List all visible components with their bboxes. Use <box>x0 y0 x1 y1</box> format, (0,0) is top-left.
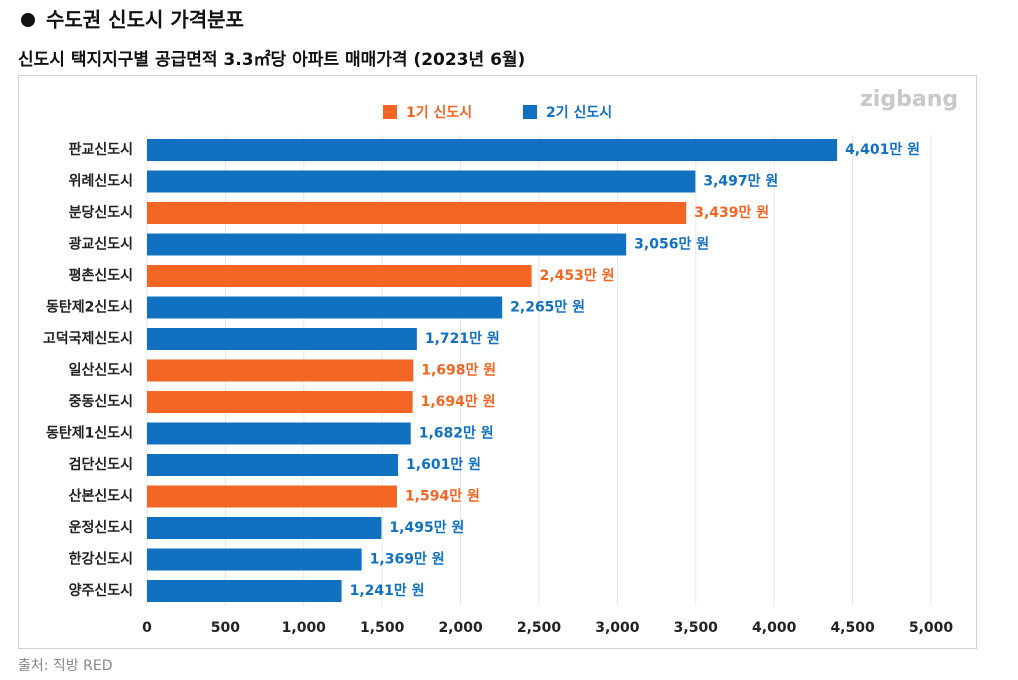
y-tick-label: 평촌신도시 <box>69 267 133 284</box>
title-bullet <box>21 13 35 27</box>
x-tick-label: 4,500 <box>830 620 875 636</box>
bar <box>147 548 362 571</box>
bar <box>147 580 342 602</box>
value-label: 3,497만 원 <box>703 174 778 190</box>
y-tick-label: 한강신도시 <box>69 551 133 568</box>
x-tick-label: 1,000 <box>282 620 327 636</box>
chart-frame <box>18 75 977 649</box>
y-tick-label: 분당신도시 <box>69 204 133 221</box>
x-tick-label: 1,500 <box>360 620 405 636</box>
y-tick-label: 판교신도시 <box>69 142 133 158</box>
legend-swatch <box>383 105 397 119</box>
source: 출처: 직방 RED <box>18 658 113 674</box>
y-tick-label: 양주신도시 <box>69 583 133 599</box>
value-label: 1,601만 원 <box>406 457 481 473</box>
bar <box>147 170 696 193</box>
y-tick-label: 중동신도시 <box>69 394 133 410</box>
value-label: 4,401만 원 <box>845 142 920 158</box>
legend-label: 2기 신도시 <box>546 105 612 121</box>
legend-label: 1기 신도시 <box>406 105 472 121</box>
x-tick-label: 3,000 <box>595 620 640 636</box>
chart-subtitle: 신도시 택지지구별 공급면적 3.3㎡당 아파트 매매가격 (2023년 6월) <box>18 49 525 70</box>
watermark: zigbang <box>860 87 958 112</box>
value-label: 1,721만 원 <box>425 331 500 347</box>
value-label: 1,594만 원 <box>405 489 480 505</box>
bar <box>147 296 503 319</box>
value-label: 1,698만 원 <box>421 363 496 379</box>
bar <box>147 422 411 445</box>
value-label: 2,265만 원 <box>510 300 585 316</box>
value-label: 3,056만 원 <box>634 237 709 253</box>
bar <box>147 359 414 382</box>
bar <box>147 485 397 508</box>
y-tick-label: 광교신도시 <box>69 236 133 253</box>
value-label: 1,682만 원 <box>419 426 494 442</box>
bar <box>147 391 413 413</box>
bar <box>147 454 399 476</box>
value-label: 3,439만 원 <box>694 205 769 221</box>
y-tick-label: 산본신도시 <box>69 488 133 505</box>
bar <box>147 265 532 287</box>
bar <box>147 139 838 161</box>
x-tick-label: 5,000 <box>909 620 954 636</box>
x-tick-label: 0 <box>142 620 152 636</box>
y-tick-label: 동탄제1신도시 <box>46 425 133 442</box>
x-tick-label: 3,500 <box>674 620 719 636</box>
y-tick-label: 검단신도시 <box>69 456 133 473</box>
y-tick-label: 위례신도시 <box>69 174 133 190</box>
bar <box>147 233 627 256</box>
legend-swatch <box>523 105 537 119</box>
value-label: 1,495만 원 <box>389 520 464 536</box>
value-label: 1,241만 원 <box>350 583 425 599</box>
x-tick-label: 2,000 <box>438 620 483 636</box>
y-tick-label: 고덕국제신도시 <box>43 330 133 347</box>
bar <box>147 517 382 539</box>
bar <box>147 328 417 350</box>
y-tick-label: 동탄제2신도시 <box>46 299 133 316</box>
value-label: 2,453만 원 <box>540 268 615 284</box>
y-tick-label: 일산신도시 <box>69 362 133 379</box>
x-tick-label: 500 <box>211 620 240 636</box>
x-tick-label: 2,500 <box>517 620 562 636</box>
x-tick-label: 4,000 <box>752 620 797 636</box>
y-tick-label: 운정신도시 <box>69 519 133 536</box>
value-label: 1,369만 원 <box>370 552 445 568</box>
bar <box>147 202 687 224</box>
value-label: 1,694만 원 <box>421 394 496 410</box>
chart-title: 수도권 신도시 가격분포 <box>46 8 244 32</box>
